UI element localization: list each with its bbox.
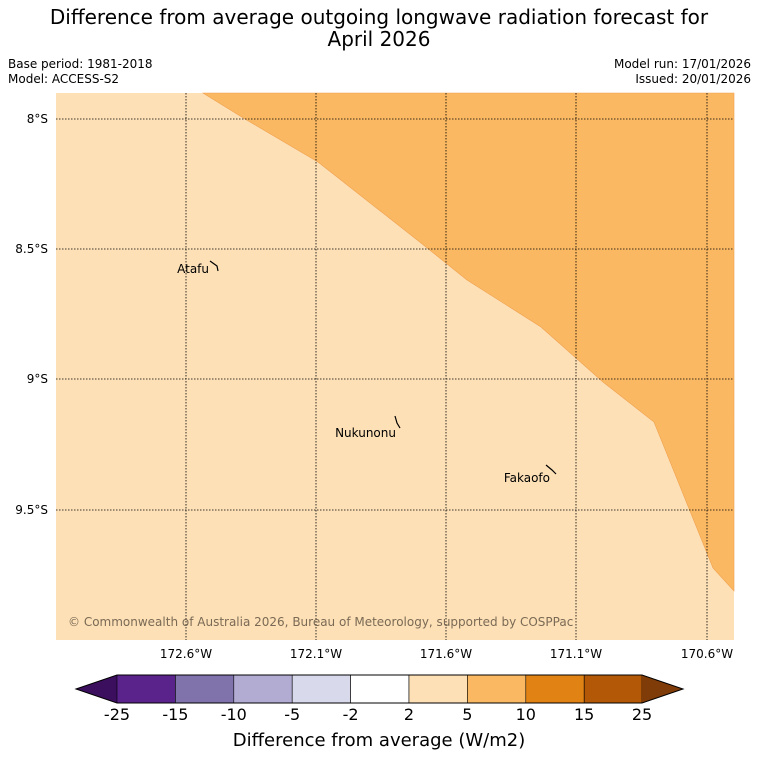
title-line-1: Difference from average outgoing longwav… xyxy=(49,5,709,29)
colorbar-segment-7 xyxy=(467,674,527,704)
colorbar-outline xyxy=(74,674,685,704)
colorbar-tick-15: 15 xyxy=(574,705,595,724)
lon-label-172-1w: 172.1°W xyxy=(289,647,343,661)
anomaly-region-high xyxy=(201,92,735,592)
colorbar-segment-8 xyxy=(525,674,585,704)
map-title: Difference from average outgoing longwav… xyxy=(0,6,758,50)
colorbar-segment-3 xyxy=(233,674,293,704)
issued-date: Issued: 20/01/2026 xyxy=(635,72,751,86)
colorbar-tick-neg5: -5 xyxy=(284,705,301,724)
colorbar-segment-1 xyxy=(116,674,176,704)
lon-label-171-6w: 171.6°W xyxy=(419,647,473,661)
model-name: Model: ACCESS-S2 xyxy=(8,72,120,86)
colorbar-segment-4 xyxy=(291,674,351,704)
atafu-coastline xyxy=(209,260,219,272)
lat-label-9s: 9°S xyxy=(26,372,48,386)
gridlines xyxy=(56,93,734,640)
colorbar-segment-9 xyxy=(583,674,643,704)
lat-label-9-5s: 9.5°S xyxy=(15,503,48,517)
place-label-fakaofo: Fakaofo xyxy=(504,471,550,485)
lon-label-172-6w: 172.6°W xyxy=(159,647,213,661)
meta-left: Base period: 1981-2018 Model: ACCESS-S2 xyxy=(8,57,153,87)
colorbar-segment-2 xyxy=(175,674,235,704)
colorbar xyxy=(74,674,685,704)
place-label-atafu: Atafu xyxy=(177,262,209,276)
colorbar-segment-6 xyxy=(408,674,468,704)
meta-right: Model run: 17/01/2026 Issued: 20/01/2026 xyxy=(614,57,751,87)
lon-label-170-6w: 170.6°W xyxy=(680,647,734,661)
title-line-2: April 2026 xyxy=(327,27,431,51)
colorbar-tick-10: 10 xyxy=(515,705,536,724)
fakaofo-coastline xyxy=(545,464,557,475)
map-panel: Atafu Nukunonu Fakaofo © Commonwealth of… xyxy=(56,92,735,640)
colorbar-segment-5 xyxy=(350,674,410,704)
lat-label-8-5s: 8.5°S xyxy=(15,242,48,256)
colorbar-tick-2: 2 xyxy=(403,705,415,724)
colorbar-tick-neg2: -2 xyxy=(342,705,359,724)
colorbar-tick-25: 25 xyxy=(631,705,653,724)
colorbar-label: Difference from average (W/m2) xyxy=(232,730,526,751)
colorbar-extend-min xyxy=(76,675,117,703)
colorbar-tick-neg10: -10 xyxy=(220,705,247,724)
colorbar-extend-max xyxy=(642,675,683,703)
colorbar-tick-neg25: -25 xyxy=(103,705,131,724)
place-label-nukunonu: Nukunonu xyxy=(335,426,396,440)
nukunonu-coastline xyxy=(394,415,401,429)
base-period: Base period: 1981-2018 xyxy=(8,57,153,71)
model-run: Model run: 17/01/2026 xyxy=(613,57,751,71)
colorbar-tick-neg15: -15 xyxy=(162,705,189,724)
lon-label-171-1w: 171.1°W xyxy=(549,647,603,661)
colorbar-tick-5: 5 xyxy=(462,705,473,724)
copyright-notice: © Commonwealth of Australia 2026, Bureau… xyxy=(68,615,573,629)
lat-label-8s: 8°S xyxy=(26,112,48,126)
